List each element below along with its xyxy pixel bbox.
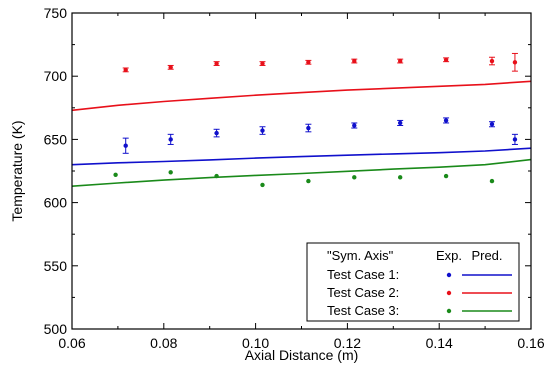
exp-point-2 bbox=[214, 61, 219, 66]
exp-point-1 bbox=[489, 122, 495, 127]
exp-point-3 bbox=[352, 175, 357, 180]
legend-marker-2 bbox=[446, 290, 452, 296]
exp-point-1 bbox=[443, 118, 449, 123]
x-tick-label: 0.08 bbox=[150, 335, 177, 351]
exp-point-1 bbox=[168, 137, 173, 142]
exp-point-1 bbox=[397, 120, 403, 126]
predicted-line-3 bbox=[71, 158, 532, 187]
exp-point-3 bbox=[260, 182, 265, 188]
x-axis-label: Axial Distance (m) bbox=[245, 347, 359, 363]
exp-point-2 bbox=[123, 67, 128, 73]
legend-rows: Test Case 1: Test Case 2: Test Case 3: bbox=[327, 267, 512, 318]
x-tick-label: 0.10 bbox=[242, 335, 269, 351]
y-tick-label: 750 bbox=[44, 5, 68, 21]
exp-point-1 bbox=[260, 128, 265, 133]
legend-label-3: Test Case 3: bbox=[327, 303, 399, 318]
exp-point-2 bbox=[306, 60, 311, 65]
x-tick-label: 0.12 bbox=[334, 335, 361, 351]
exp-point-3 bbox=[397, 175, 403, 180]
y-axis-label: Temperature (K) bbox=[9, 120, 25, 221]
legend: "Sym. Axis" Exp. Pred. Test Case 1:Test … bbox=[306, 242, 520, 322]
y-tick-label: 650 bbox=[44, 131, 68, 147]
x-tick-label: 0.14 bbox=[426, 335, 453, 351]
legend-col-pred: Pred. bbox=[471, 248, 502, 263]
exp-point-3 bbox=[113, 172, 118, 177]
legend-box bbox=[306, 242, 520, 322]
exp-point-1 bbox=[214, 130, 219, 136]
x-tick-label: 0.06 bbox=[58, 335, 85, 351]
x-tick-label: 0.16 bbox=[517, 335, 544, 351]
legend-label-1: Test Case 1: bbox=[327, 267, 399, 282]
exp-point-3 bbox=[489, 178, 495, 184]
legend-marker-1 bbox=[446, 272, 452, 278]
exp-point-2 bbox=[260, 61, 265, 66]
exp-point-3 bbox=[168, 170, 173, 175]
y-tick-label: 500 bbox=[44, 321, 68, 337]
legend-col-exp: Exp. bbox=[436, 248, 462, 263]
exp-point-1 bbox=[306, 125, 311, 131]
exp-point-2 bbox=[168, 65, 173, 70]
exp-point-1 bbox=[352, 123, 357, 128]
y-tick-label: 550 bbox=[44, 258, 68, 274]
tick-layer: 0.06 0.08 0.10 0.12 0.14 0.16 500 550 600 650 700 7… bbox=[44, 5, 545, 351]
y-tick-label: 700 bbox=[44, 68, 68, 84]
exp-point-3 bbox=[306, 178, 311, 184]
exp-point-1 bbox=[512, 137, 518, 142]
legend-marker-3 bbox=[446, 308, 452, 314]
exp-point-2 bbox=[443, 57, 449, 62]
exp-point-2 bbox=[489, 58, 495, 64]
exp-point-3 bbox=[214, 173, 219, 179]
predicted-line-2 bbox=[71, 80, 532, 112]
exp-point-3 bbox=[443, 173, 449, 179]
exp-point-2 bbox=[512, 60, 518, 65]
predicted-line-1 bbox=[71, 147, 532, 166]
plot-frame bbox=[71, 12, 532, 330]
legend-label-2: Test Case 2: bbox=[327, 285, 399, 300]
exp-point-1 bbox=[123, 143, 128, 148]
exp-point-2 bbox=[352, 58, 357, 64]
series-layer bbox=[71, 52, 532, 188]
exp-point-2 bbox=[397, 58, 403, 64]
legend-header: "Sym. Axis" bbox=[327, 248, 394, 263]
plot-area: 0.06 0.08 0.10 0.12 0.14 0.16 500 550 600 650 700 7… bbox=[44, 5, 545, 351]
y-tick-label: 600 bbox=[44, 195, 68, 211]
